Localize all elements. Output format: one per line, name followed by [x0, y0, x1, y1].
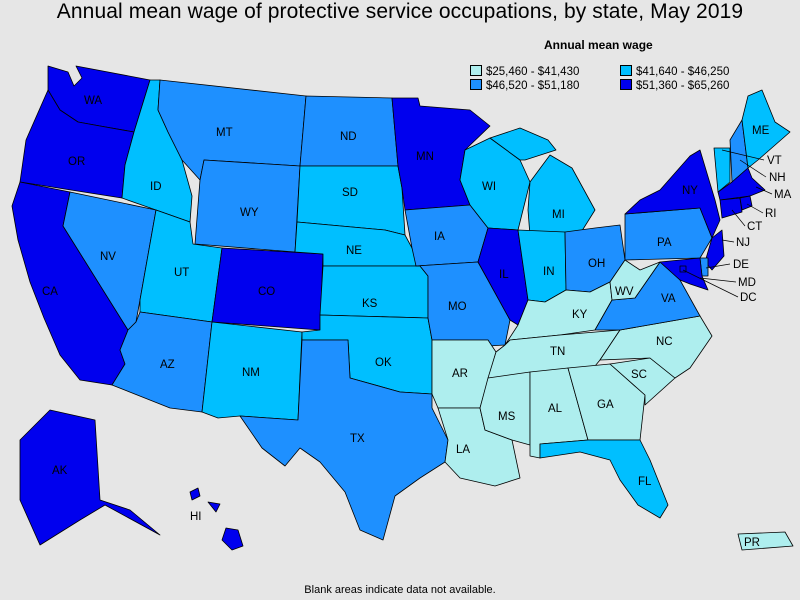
label-nm: NM: [242, 367, 260, 379]
legend-swatch-4: [620, 79, 632, 90]
label-nd: ND: [340, 131, 357, 143]
label-or: OR: [68, 156, 85, 168]
legend-label-4: $51,360 - $65,260: [636, 80, 730, 92]
label-sd: SD: [342, 187, 358, 199]
label-oh: OH: [588, 258, 605, 270]
label-ak: AK: [52, 465, 68, 477]
state-wy[interactable]: [194, 159, 301, 253]
label-md: MD: [738, 277, 756, 289]
label-wi: WI: [482, 181, 496, 193]
state-tx[interactable]: [239, 339, 449, 541]
legend-item-3: $46,520 - $51,180: [470, 79, 579, 92]
label-vt: VT: [767, 155, 782, 167]
state-ga[interactable]: [567, 363, 646, 441]
label-fl: FL: [638, 476, 652, 488]
state-hi[interactable]: [189, 487, 201, 501]
label-wv: WV: [615, 286, 634, 298]
label-ut: UT: [174, 267, 189, 279]
label-az: AZ: [160, 359, 175, 371]
map-title: Annual mean wage of protective service o…: [56, 0, 744, 23]
state-ri[interactable]: [739, 195, 753, 211]
label-ms: MS: [498, 411, 516, 423]
label-ny: NY: [682, 185, 698, 197]
label-pr: PR: [744, 537, 760, 549]
legend-label-2: $41,640 - $46,250: [636, 66, 730, 78]
state-vt[interactable]: [713, 147, 731, 193]
state-mi[interactable]: [527, 154, 596, 237]
label-mn: MN: [416, 151, 434, 163]
label-in: IN: [543, 266, 555, 278]
legend-item-2: $41,640 - $46,250: [620, 65, 729, 78]
state-md[interactable]: [659, 257, 709, 291]
label-mo: MO: [448, 301, 467, 313]
label-ca: CA: [42, 286, 58, 298]
label-ga: GA: [597, 399, 614, 411]
label-ar: AR: [452, 368, 468, 380]
label-me: ME: [752, 125, 770, 137]
label-mt: MT: [216, 127, 233, 139]
state-mi-up: [489, 127, 557, 161]
label-ok: OK: [375, 357, 392, 369]
label-mi: MI: [552, 209, 565, 221]
label-dc: DC: [740, 292, 757, 304]
label-ma: MA: [774, 189, 792, 201]
label-nc: NC: [656, 336, 673, 348]
legend-item-1: $25,460 - $41,430: [470, 65, 579, 78]
label-va: VA: [661, 293, 676, 305]
legend-label-3: $46,520 - $51,180: [486, 80, 580, 92]
state-ia[interactable]: [404, 204, 489, 267]
label-tn: TN: [550, 346, 565, 358]
state-pa[interactable]: [624, 207, 713, 261]
state-hi-maui: [207, 501, 221, 513]
label-nh: NH: [769, 172, 786, 184]
label-ri: RI: [765, 208, 777, 220]
footnote: Blank areas indicate data not available.: [304, 584, 496, 596]
legend-swatch-2: [620, 65, 632, 76]
state-pr[interactable]: [737, 531, 794, 551]
legend-item-4: $51,360 - $65,260: [620, 79, 729, 92]
legend-swatch-3: [470, 79, 482, 90]
label-ne: NE: [346, 245, 362, 257]
label-tx: TX: [350, 433, 365, 445]
label-nv: NV: [100, 251, 116, 263]
state-fl[interactable]: [539, 439, 669, 519]
label-ks: KS: [362, 298, 378, 310]
label-wa: WA: [84, 95, 102, 107]
legend-swatch-1: [470, 65, 482, 76]
state-ak[interactable]: [19, 409, 161, 546]
label-nj: NJ: [736, 237, 750, 249]
label-sc: SC: [631, 369, 647, 381]
state-hi-big: [221, 527, 244, 551]
label-al: AL: [548, 403, 563, 415]
legend-label-1: $25,460 - $41,430: [486, 66, 580, 78]
state-ct[interactable]: [719, 197, 743, 219]
label-wy: WY: [240, 207, 259, 219]
state-ny[interactable]: [624, 149, 721, 239]
label-la: LA: [456, 444, 470, 456]
state-sc[interactable]: [609, 357, 676, 406]
label-ia: IA: [434, 231, 445, 243]
label-co: CO: [258, 286, 275, 298]
label-id: ID: [150, 181, 162, 193]
label-pa: PA: [657, 237, 672, 249]
label-ct: CT: [747, 221, 762, 233]
label-ky: KY: [572, 309, 588, 321]
label-de: DE: [733, 259, 749, 271]
label-il: IL: [499, 269, 509, 281]
leader-lines: [682, 149, 773, 298]
legend-title: Annual mean wage: [544, 38, 653, 52]
state-ks[interactable]: [319, 265, 429, 319]
label-hi: HI: [190, 511, 202, 523]
